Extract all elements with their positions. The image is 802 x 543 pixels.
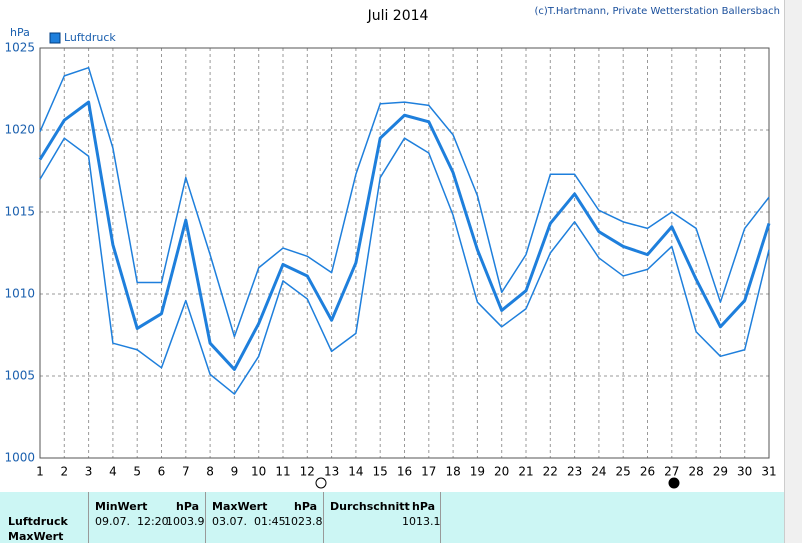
x-tick-label: 29: [713, 465, 728, 479]
y-tick-label: 1015: [4, 205, 35, 219]
y-tick-label: 1020: [4, 123, 35, 137]
moon-new: [315, 477, 327, 489]
x-tick-label: 19: [470, 465, 485, 479]
x-tick-label: 26: [640, 465, 655, 479]
y-tick-label: 1025: [4, 41, 35, 55]
y-tick-label: 1005: [4, 369, 35, 383]
moon-full: [668, 477, 680, 489]
header: MinWert: [95, 500, 148, 513]
separator: [88, 492, 89, 543]
x-tick-label: 20: [494, 465, 509, 479]
separator: [205, 492, 206, 543]
series-line: [39, 66, 770, 338]
x-tick-label: 18: [445, 465, 460, 479]
x-tick-label: 25: [616, 465, 631, 479]
x-tick-label: 10: [251, 465, 266, 479]
x-tick-label: 16: [397, 465, 412, 479]
header: MaxWert: [212, 500, 268, 513]
cell: 1003.9: [166, 515, 205, 528]
x-tick-label: 3: [85, 465, 93, 479]
header: hPa: [176, 500, 200, 513]
x-tick-label: 9: [231, 465, 239, 479]
x-tick-label: 5: [133, 465, 141, 479]
y-tick-label: 1010: [4, 287, 35, 301]
header: hPa: [412, 500, 436, 513]
x-tick-label: 13: [324, 465, 339, 479]
header: Durchschnitt: [330, 500, 410, 513]
x-tick-label: 14: [348, 465, 363, 479]
x-tick-label: 28: [688, 465, 703, 479]
x-tick-label: 30: [737, 465, 752, 479]
x-tick-label: 11: [275, 465, 290, 479]
stats-panel: MinWert hPa MaxWert hPa Durchschnitt hPa…: [0, 492, 784, 543]
x-tick-label: 4: [109, 465, 117, 479]
row-label: Luftdruck: [8, 515, 68, 528]
cell: 1013.1: [402, 515, 441, 528]
x-tick-label: 31: [761, 465, 776, 479]
x-tick-label: 23: [567, 465, 582, 479]
plot-frame: [39, 47, 770, 459]
chart-title: Juli 2014: [367, 8, 429, 24]
y-axis-label: hPa: [10, 26, 30, 39]
scrollbar: [784, 0, 802, 543]
x-tick-label: 17: [421, 465, 436, 479]
separator: [440, 492, 441, 543]
x-tick-label: 1: [36, 465, 44, 479]
cell: 1023.8: [284, 515, 323, 528]
x-tick-label: 12: [300, 465, 315, 479]
separator: [323, 492, 324, 543]
x-tick-label: 21: [518, 465, 533, 479]
x-tick-label: 24: [591, 465, 606, 479]
chart: Juli 2014 (c)T.Hartmann, Private Wetters…: [4, 6, 780, 489]
x-tick-label: 7: [182, 465, 190, 479]
cell: 03.07. 01:45: [212, 515, 286, 528]
legend-swatch: [49, 32, 61, 44]
x-tick-label: 2: [60, 465, 68, 479]
legend-label: Luftdruck: [64, 31, 116, 44]
series-line: [39, 137, 770, 395]
x-tick-label: 27: [664, 465, 679, 479]
copyright: (c)T.Hartmann, Private Wetterstation Bal…: [534, 6, 780, 17]
cell: 09.07. 12:20: [95, 515, 169, 528]
row-label: MaxWert: [8, 530, 64, 543]
x-tick-label: 6: [158, 465, 166, 479]
y-tick-label: 1000: [4, 451, 35, 465]
header: hPa: [294, 500, 318, 513]
series-line: [38, 100, 771, 371]
x-tick-label: 22: [543, 465, 558, 479]
x-tick-label: 8: [206, 465, 214, 479]
x-tick-label: 15: [373, 465, 388, 479]
